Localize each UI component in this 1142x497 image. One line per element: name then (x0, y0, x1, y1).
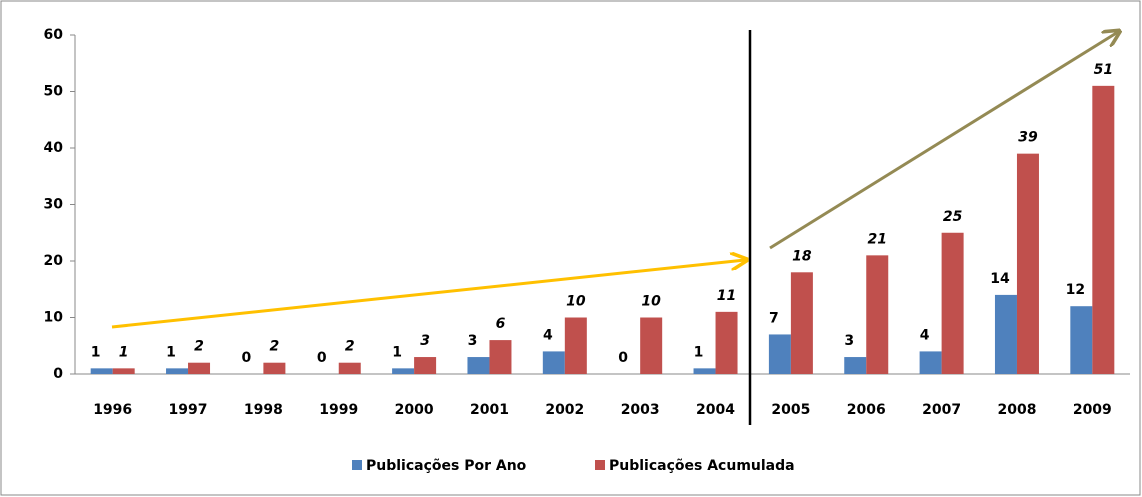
bar (166, 368, 189, 374)
data-label: 1 (694, 344, 704, 360)
bar (392, 368, 415, 374)
bar (941, 232, 964, 374)
bar (112, 368, 135, 374)
data-label: 3 (420, 333, 430, 349)
bar (263, 362, 286, 374)
trend-arrow (111, 260, 745, 329)
data-label: 0 (618, 350, 628, 366)
data-label: 1 (166, 344, 176, 360)
x-tick-label: 1996 (93, 402, 132, 418)
bar (768, 334, 791, 374)
data-label: 1 (392, 344, 402, 360)
legend-swatch (352, 460, 362, 470)
data-label: 21 (868, 231, 887, 247)
y-tick-label: 40 (44, 140, 64, 156)
data-label: 3 (468, 333, 478, 349)
y-tick-label: 30 (44, 197, 64, 213)
x-tick-label: 1999 (319, 402, 358, 418)
bar (994, 294, 1017, 374)
x-tick-label: 2008 (997, 402, 1036, 418)
y-tick-label: 20 (44, 253, 64, 269)
bar (542, 351, 565, 374)
data-label: 6 (496, 316, 506, 332)
bar (564, 317, 587, 374)
x-tick-label: 2006 (847, 402, 886, 418)
data-label: 2 (270, 339, 280, 355)
y-tick-label: 50 (44, 84, 64, 100)
x-tick-label: 2005 (771, 402, 810, 418)
bar (90, 368, 113, 374)
data-label: 3 (844, 333, 854, 349)
x-tick-label: 2001 (470, 402, 509, 418)
data-label: 0 (317, 350, 327, 366)
data-label: 7 (769, 310, 779, 326)
x-tick-label: 2004 (696, 402, 735, 418)
x-tick-label: 2009 (1073, 402, 1112, 418)
bar (919, 351, 942, 374)
bar (693, 368, 716, 374)
data-label: 2 (345, 339, 355, 355)
legend-label: Publicações Acumulada (609, 458, 795, 474)
bar (715, 311, 738, 374)
bar (467, 357, 490, 374)
data-label: 4 (543, 327, 553, 343)
bar (790, 272, 813, 374)
x-tick-label: 2003 (621, 402, 660, 418)
bar (1070, 306, 1093, 374)
trend-arrow (769, 32, 1118, 250)
data-label: 11 (717, 288, 736, 304)
data-label: 12 (1066, 282, 1085, 298)
bar (640, 317, 663, 374)
bar (188, 362, 211, 374)
legend-label: Publicações Por Ano (366, 458, 527, 474)
bar (1092, 85, 1115, 374)
x-tick-label: 1997 (169, 402, 208, 418)
data-label: 10 (566, 294, 586, 310)
x-tick-label: 2000 (395, 402, 434, 418)
bar (338, 362, 361, 374)
legend-swatch (595, 460, 605, 470)
bar (844, 357, 867, 374)
data-label: 1 (91, 344, 101, 360)
y-tick-label: 60 (44, 27, 64, 43)
x-tick-label: 2007 (922, 402, 961, 418)
data-label: 14 (990, 271, 1010, 287)
data-label: 2 (194, 339, 204, 355)
data-label: 25 (943, 209, 963, 225)
data-label: 39 (1018, 130, 1038, 146)
y-tick-label: 10 (44, 310, 64, 326)
bar (1016, 153, 1039, 374)
data-label: 4 (920, 327, 930, 343)
y-tick-label: 0 (53, 366, 63, 382)
data-label: 1 (119, 344, 129, 360)
data-label: 10 (641, 294, 661, 310)
bar (489, 340, 512, 374)
data-label: 51 (1094, 62, 1113, 78)
x-tick-label: 1998 (244, 402, 283, 418)
x-tick-label: 2002 (545, 402, 584, 418)
bar (866, 255, 889, 374)
data-label: 18 (792, 248, 812, 264)
data-label: 0 (242, 350, 252, 366)
bar (414, 357, 437, 374)
